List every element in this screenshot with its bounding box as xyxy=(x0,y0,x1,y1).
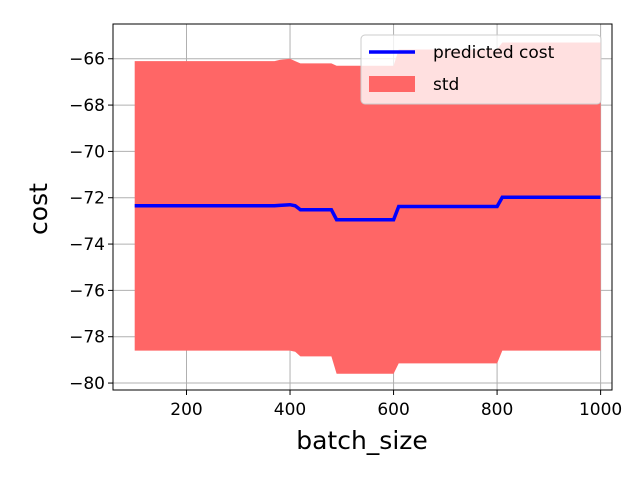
y-tick-label: −70 xyxy=(69,142,105,162)
x-tick-label: 600 xyxy=(377,400,409,420)
y-tick-label: −78 xyxy=(69,328,105,348)
y-tick-label: −74 xyxy=(69,235,105,255)
legend: predicted cost std xyxy=(360,34,602,105)
x-axis-ticks: 200 400 600 800 1000 xyxy=(170,390,622,420)
std-band xyxy=(134,42,601,374)
x-tick-label: 1000 xyxy=(579,400,622,420)
legend-label-std: std xyxy=(433,75,459,95)
predicted-cost-line xyxy=(134,195,601,222)
y-axis-ticks: −80 −78 −76 −74 −72 −70 −68 −66 xyxy=(69,50,113,394)
x-tick-label: 800 xyxy=(481,400,513,420)
legend-box xyxy=(360,34,602,105)
y-tick-label: −80 xyxy=(69,374,105,394)
y-tick-label: −72 xyxy=(69,189,105,209)
x-axis-label: batch_size xyxy=(296,426,428,455)
plot-frame xyxy=(112,23,613,391)
x-tick-label: 200 xyxy=(170,400,202,420)
y-tick-label: −76 xyxy=(69,281,105,301)
legend-band-swatch xyxy=(369,76,415,92)
y-tick-label: −68 xyxy=(69,96,105,116)
x-tick-label: 400 xyxy=(274,400,306,420)
legend-label-predicted-cost: predicted cost xyxy=(433,43,555,63)
y-tick-label: −66 xyxy=(69,50,105,70)
y-axis-label: cost xyxy=(24,183,53,235)
